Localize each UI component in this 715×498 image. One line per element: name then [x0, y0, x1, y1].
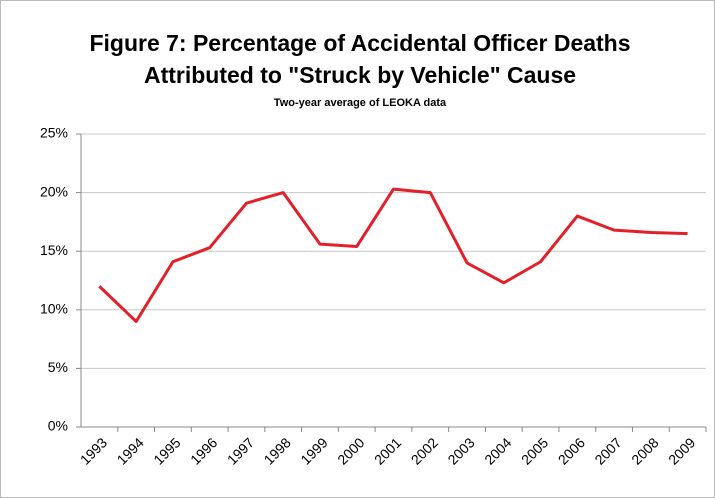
chart-title: Figure 7: Percentage of Accidental Offic…: [89, 30, 630, 56]
y-tick-label: 0%: [48, 418, 68, 434]
y-tick-label: 20%: [40, 183, 68, 199]
chart-subtitle: Two-year average of LEOKA data: [274, 97, 447, 109]
y-tick-label: 25%: [40, 125, 68, 141]
data-line: [98, 187, 688, 324]
y-tick-label: 5%: [48, 359, 68, 375]
y-tick-label: 10%: [40, 301, 68, 317]
chart-title: Attributed to "Struck by Vehicle" Cause: [144, 62, 576, 88]
y-tick-label: 15%: [40, 242, 68, 258]
